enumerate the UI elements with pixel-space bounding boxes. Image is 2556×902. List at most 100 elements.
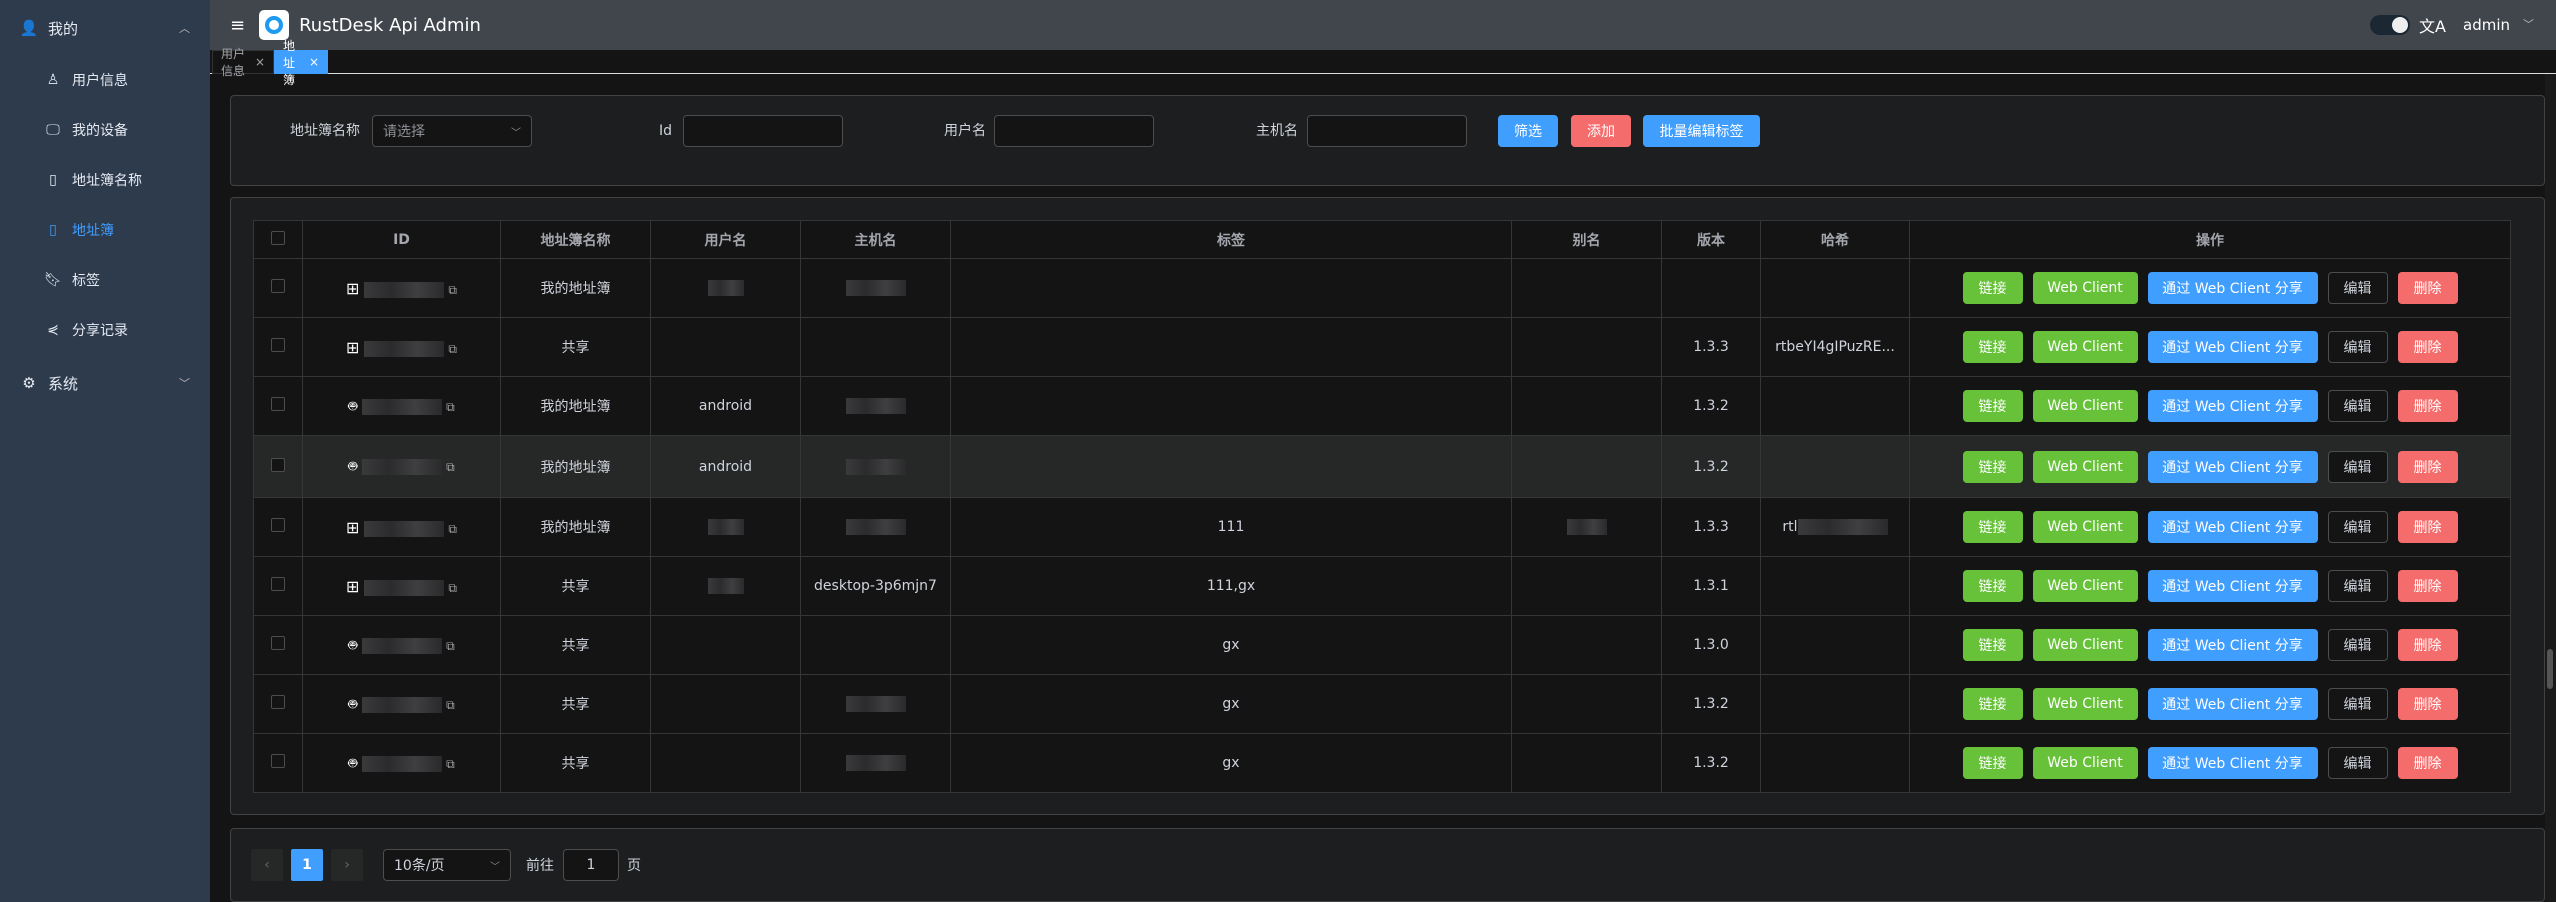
dark-mode-toggle[interactable] [2370,15,2410,35]
delete-button[interactable]: 删除 [2397,272,2458,304]
web-client-button[interactable]: Web Client [2032,331,2138,363]
row-checkbox[interactable] [253,556,303,616]
edit-button[interactable]: 编辑 [2327,331,2388,363]
row-checkbox[interactable] [253,674,303,734]
edit-button[interactable]: 编辑 [2327,272,2388,304]
tab-user-info[interactable]: 用户信息 × [212,47,274,78]
edit-button[interactable]: 编辑 [2327,390,2388,422]
copy-icon[interactable]: ⧉ [448,282,457,297]
share-web-client-button[interactable]: 通过 Web Client 分享 [2147,629,2318,661]
sidebar-item-my-devices[interactable]: 🖵 我的设备 [0,105,210,155]
row-checkbox[interactable] [253,615,303,675]
copy-icon[interactable]: ⧉ [446,697,455,712]
chevron-down-icon[interactable]: ﹀ [2523,18,2534,31]
row-checkbox[interactable] [253,435,303,498]
connect-button[interactable]: 链接 [1962,629,2023,661]
connect-button[interactable]: 链接 [1962,450,2023,483]
web-client-button[interactable]: Web Client [2032,272,2138,304]
web-client-button[interactable]: Web Client [2032,688,2138,720]
actions-cell: 链接 Web Client 通过 Web Client 分享 编辑 删除 [1909,615,2511,675]
delete-button[interactable]: 删除 [2397,450,2458,483]
delete-button[interactable]: 删除 [2397,747,2458,779]
web-client-button[interactable]: Web Client [2032,390,2138,422]
sidebar-item-collection-names[interactable]: ▯ 地址簿名称 [0,155,210,205]
row-checkbox[interactable] [253,733,303,793]
translate-icon[interactable]: 文A [2419,17,2446,36]
row-checkbox[interactable] [253,497,303,557]
share-web-client-button[interactable]: 通过 Web Client 分享 [2147,331,2318,363]
row-checkbox[interactable] [253,376,303,436]
copy-icon[interactable]: ⧉ [446,399,455,414]
share-web-client-button[interactable]: 通过 Web Client 分享 [2147,272,2318,304]
username-input[interactable] [994,115,1154,147]
add-button[interactable]: 添加 [1571,115,1631,147]
id-input[interactable] [683,115,843,147]
prev-page-button[interactable]: ‹ [251,849,283,881]
connect-button[interactable]: 链接 [1962,511,2023,543]
share-web-client-button[interactable]: 通过 Web Client 分享 [2147,511,2318,543]
page-size-select[interactable]: 10条/页 ﹀ [383,849,511,881]
copy-icon[interactable]: ⧉ [448,341,457,356]
web-client-button[interactable]: Web Client [2032,450,2138,483]
tab-address-book[interactable]: 地址簿 × [274,39,328,87]
sidebar-item-address-book[interactable]: ▯ 地址簿 [0,205,210,255]
delete-button[interactable]: 删除 [2397,390,2458,422]
chevron-up-icon: ︿ [179,22,190,35]
row-checkbox[interactable] [253,258,303,318]
delete-button[interactable]: 删除 [2397,570,2458,602]
connect-button[interactable]: 链接 [1962,272,2023,304]
collection-select[interactable]: 请选择 ﹀ [372,115,532,147]
share-web-client-button[interactable]: 通过 Web Client 分享 [2147,570,2318,602]
table-row: ⊞ ⧉ 我的地址簿 链接 Web Client 通过 Web Client 分享… [253,258,2511,318]
edit-button[interactable]: 编辑 [2327,629,2388,661]
menu-toggle-icon[interactable]: ≡ [230,14,246,36]
edit-button[interactable]: 编辑 [2327,511,2388,543]
batch-edit-tags-button[interactable]: 批量编辑标签 [1643,115,1760,147]
hostname-input[interactable] [1307,115,1467,147]
sidebar-item-user-info[interactable]: ♙ 用户信息 [0,55,210,105]
delete-button[interactable]: 删除 [2397,331,2458,363]
connect-button[interactable]: 链接 [1962,331,2023,363]
close-icon[interactable]: × [308,55,319,69]
connect-button[interactable]: 链接 [1962,390,2023,422]
copy-icon[interactable]: ⧉ [448,580,457,595]
sidebar-group-system[interactable]: ⚙ 系统 ﹀ [0,358,210,408]
sidebar-item-tags[interactable]: 🔖︎ 标签 [0,255,210,305]
page-1-button[interactable]: 1 [291,849,323,881]
copy-icon[interactable]: ⧉ [448,521,457,536]
tags-cell [950,258,1512,318]
sidebar-group-mine[interactable]: 👤 我的 ︿ [0,3,210,53]
share-web-client-button[interactable]: 通过 Web Client 分享 [2147,390,2318,422]
copy-icon[interactable]: ⧉ [446,638,455,653]
edit-button[interactable]: 编辑 [2327,570,2388,602]
user-menu[interactable]: admin [2463,16,2510,34]
scrollbar[interactable] [2545,74,2556,902]
web-client-button[interactable]: Web Client [2032,747,2138,779]
web-client-button[interactable]: Web Client [2032,629,2138,661]
row-checkbox[interactable] [253,317,303,377]
delete-button[interactable]: 删除 [2397,511,2458,543]
close-icon[interactable]: × [254,55,265,69]
share-web-client-button[interactable]: 通过 Web Client 分享 [2147,450,2318,483]
edit-button[interactable]: 编辑 [2327,450,2388,483]
tags-cell: gx [950,615,1512,675]
web-client-button[interactable]: Web Client [2032,570,2138,602]
goto-page-input[interactable]: 1 [563,849,619,881]
delete-button[interactable]: 删除 [2397,629,2458,661]
connect-button[interactable]: 链接 [1962,570,2023,602]
select-all-checkbox[interactable] [253,220,303,259]
connect-button[interactable]: 链接 [1962,747,2023,779]
copy-icon[interactable]: ⧉ [446,756,455,771]
share-web-client-button[interactable]: 通过 Web Client 分享 [2147,747,2318,779]
edit-button[interactable]: 编辑 [2327,747,2388,779]
connect-button[interactable]: 链接 [1962,688,2023,720]
web-client-button[interactable]: Web Client [2032,511,2138,543]
delete-button[interactable]: 删除 [2397,688,2458,720]
edit-button[interactable]: 编辑 [2327,688,2388,720]
share-web-client-button[interactable]: 通过 Web Client 分享 [2147,688,2318,720]
filter-button[interactable]: 筛选 [1498,115,1558,147]
scrollbar-thumb[interactable] [2547,649,2553,689]
next-page-button[interactable]: › [331,849,363,881]
copy-icon[interactable]: ⧉ [446,460,455,474]
sidebar-item-share-records[interactable]: ⋞ 分享记录 [0,305,210,355]
